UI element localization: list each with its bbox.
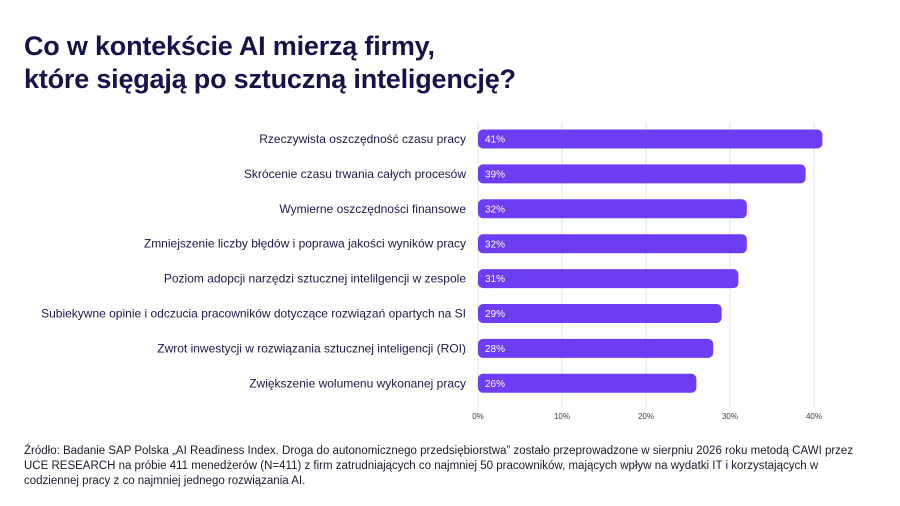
bar — [478, 373, 697, 393]
category-label: Zwiększenie wolumenu wykonanej pracy — [249, 376, 466, 390]
bar-value-label: 29% — [485, 309, 505, 320]
bar-value-label: 32% — [485, 204, 505, 215]
bar — [478, 164, 806, 184]
category-label: Skrócenie czasu trwania całych procesów — [244, 167, 466, 181]
bar — [478, 129, 823, 149]
bar — [478, 304, 722, 323]
bar-value-label: 41% — [485, 135, 505, 146]
bar-value-label: 39% — [485, 170, 505, 181]
x-tick-label: 20% — [638, 412, 654, 421]
source-note: Źródło: Badanie SAP Polska „AI Readiness… — [24, 445, 854, 487]
category-label: Zmniejszenie liczby błędów i poprawa jak… — [144, 237, 466, 251]
x-axis-ticks: 0% 10% 20% 30% 40% — [472, 412, 822, 421]
bar — [478, 234, 747, 254]
category-labels: Rzeczywista oszczędność czasu pracy Skróc… — [41, 132, 466, 390]
category-label: Subiekywne opinie i odczucia pracowników… — [41, 307, 466, 321]
chart-title: Co w kontekście AI mierzą firmy, które s… — [24, 30, 844, 96]
chart-title-line-2: które sięgają po sztuczną inteligencję? — [24, 64, 516, 94]
x-tick-label: 40% — [806, 412, 822, 421]
chart-title-line-1: Co w kontekście AI mierzą firmy, — [24, 31, 435, 61]
x-tick-label: 30% — [722, 412, 738, 421]
bar — [478, 338, 714, 358]
bar — [478, 199, 747, 219]
bar — [478, 269, 739, 289]
category-label: Zwrot inwestycji w rozwiązania sztucznej… — [157, 341, 466, 355]
category-label: Poziom adopcji narzędzi sztucznej inteli… — [164, 272, 466, 286]
bar-value-label: 26% — [485, 379, 505, 390]
category-label: Wymierne oszczędności finansowe — [279, 202, 466, 216]
x-tick-label: 0% — [472, 412, 484, 421]
category-label: Rzeczywista oszczędność czasu pracy — [259, 132, 466, 146]
bar-value-label: 32% — [485, 239, 505, 250]
bar-value-label: 28% — [485, 344, 505, 355]
bar-chart: 41% 39% 32% 32% 31% 29% 28% 26% Rzeczywista osz… — [41, 122, 823, 421]
bar-value-label: 31% — [485, 274, 505, 285]
x-tick-label: 10% — [554, 412, 570, 421]
bars: 41% 39% 32% 32% 31% 29% 28% 26% — [478, 129, 823, 393]
